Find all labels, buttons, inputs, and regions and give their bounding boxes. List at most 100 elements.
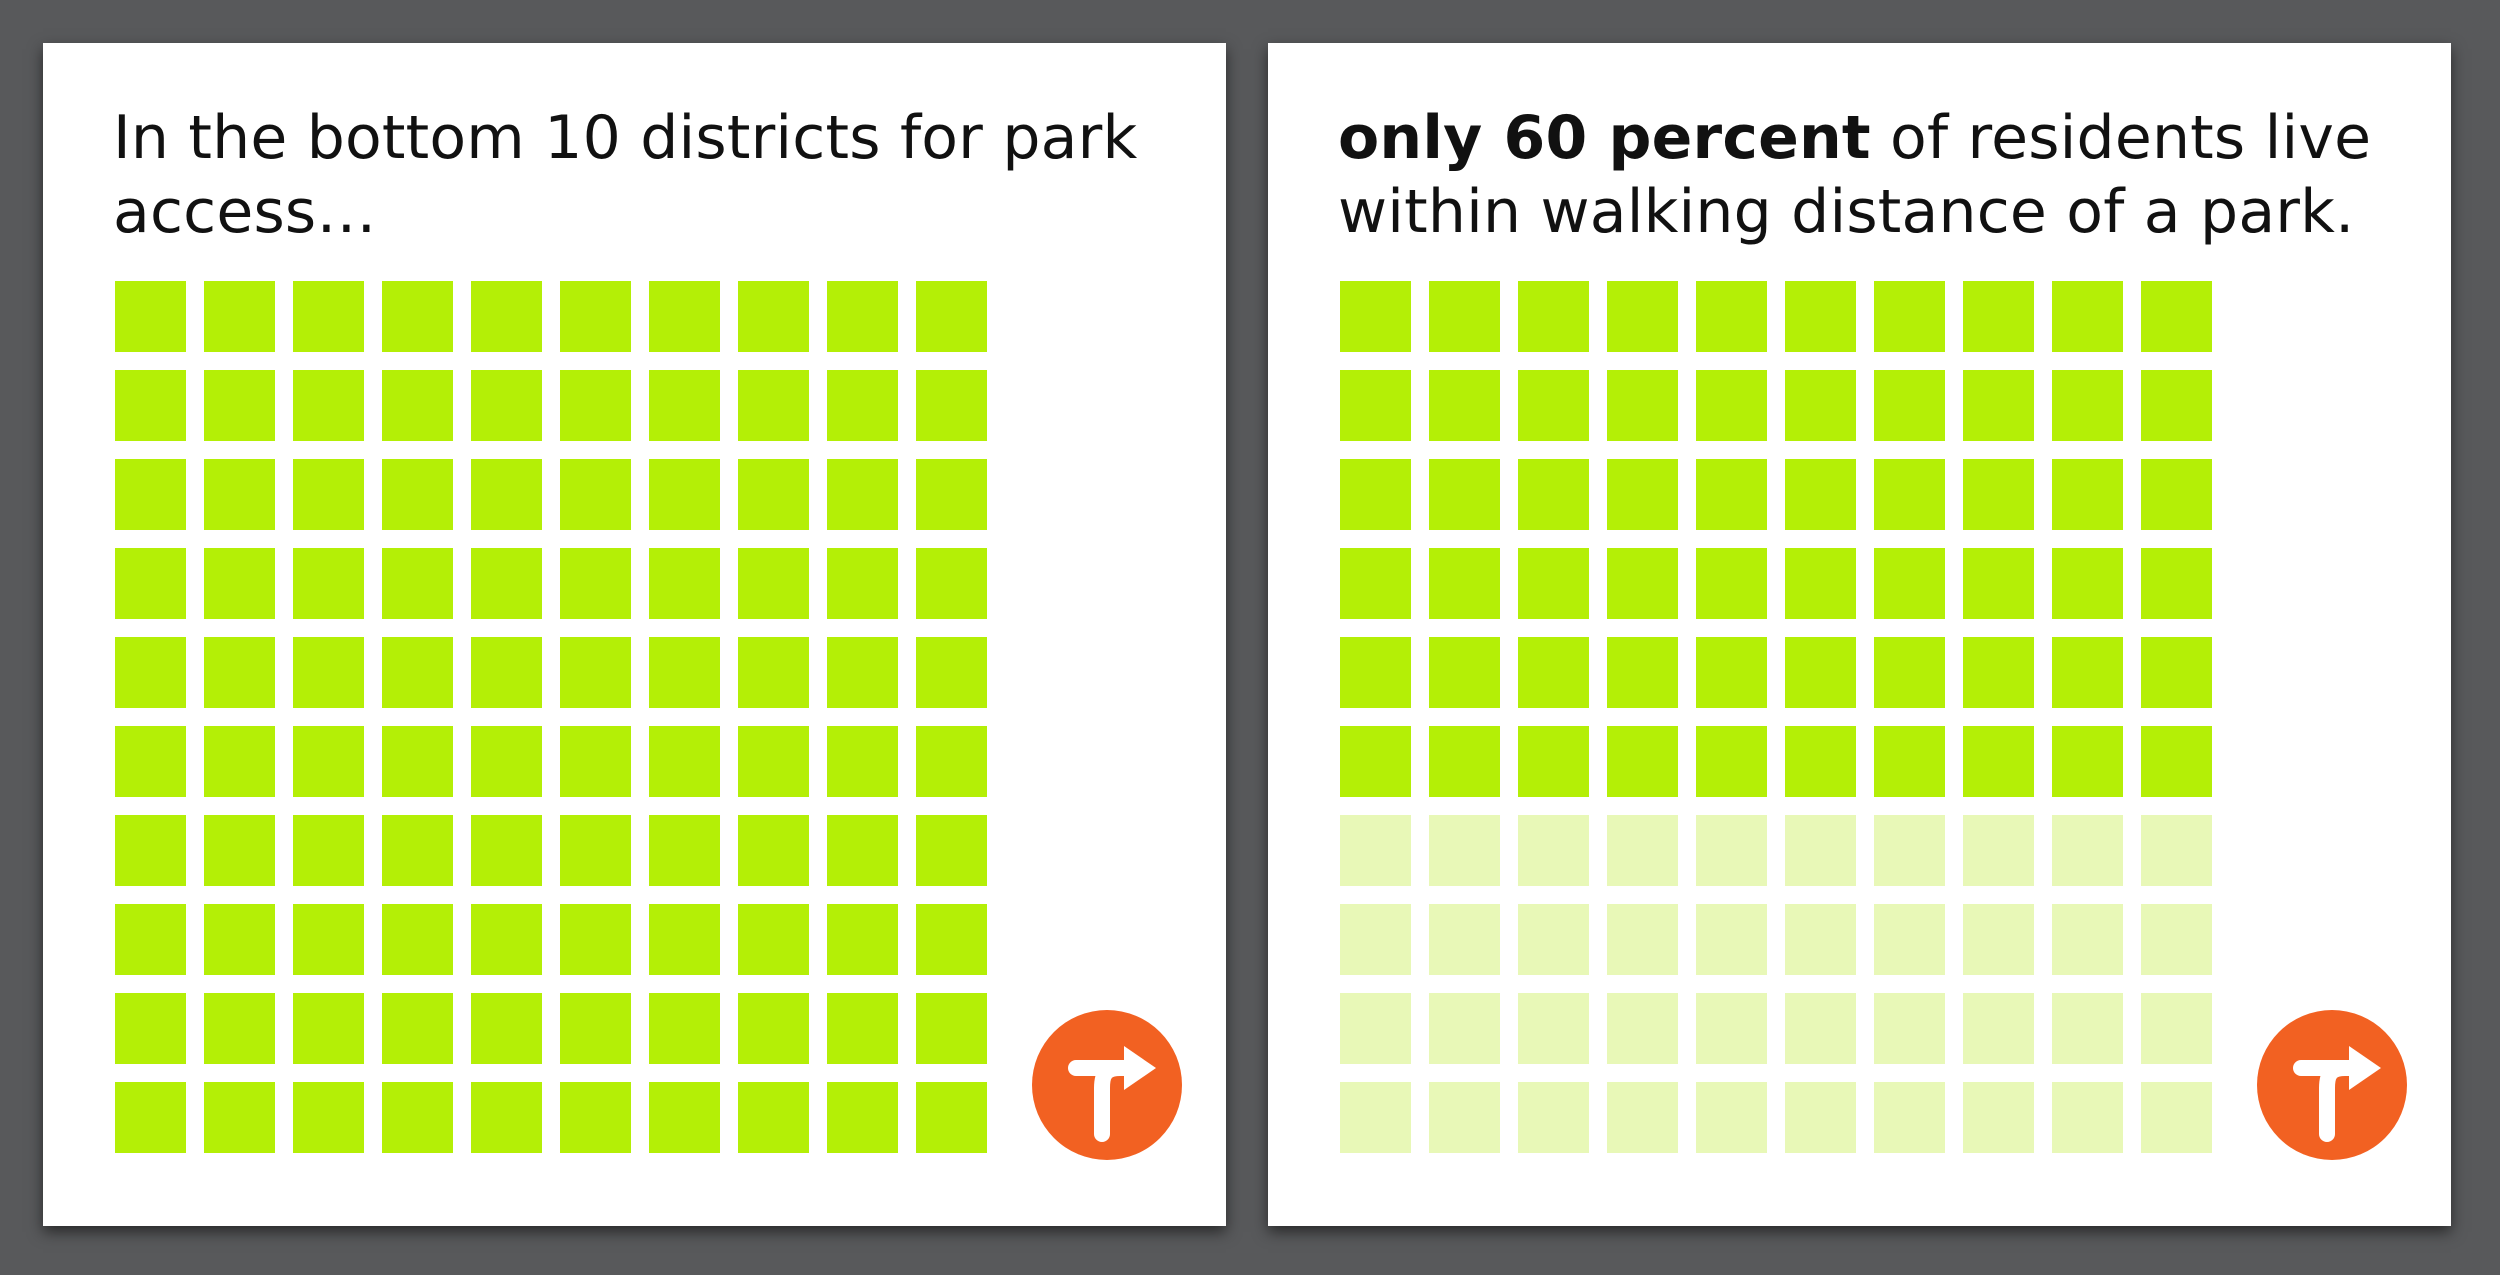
waffle-cell-filled [1874,637,1945,708]
waffle-cell-empty [1518,993,1589,1064]
waffle-cell-filled [738,726,809,797]
waffle-cell-empty [1785,1082,1856,1153]
waffle-cell-filled [471,281,542,352]
waffle-cell-filled [649,1082,720,1153]
waffle-cell-filled [204,1082,275,1153]
waffle-cell-filled [471,815,542,886]
waffle-cell-filled [1696,726,1767,797]
waffle-cell-filled [916,904,987,975]
waffle-cell-empty [1963,993,2034,1064]
waffle-cell-filled [471,1082,542,1153]
waffle-cell-filled [1429,548,1500,619]
waffle-cell-filled [115,281,186,352]
waffle-grid-total-residents [115,281,991,1157]
waffle-cell-filled [293,904,364,975]
waffle-cell-filled [1340,548,1411,619]
waffle-cell-filled [1340,726,1411,797]
panel-bottom-10-districts: In the bottom 10 districts for park acce… [43,43,1226,1226]
waffle-cell-empty [2052,904,2123,975]
waffle-cell-filled [115,815,186,886]
waffle-cell-empty [2141,815,2212,886]
caption-bold: only 60 percent [1338,103,1871,173]
waffle-cell-filled [738,459,809,530]
waffle-cell-filled [738,637,809,708]
waffle-cell-empty [1429,1082,1500,1153]
waffle-cell-filled [2141,370,2212,441]
waffle-cell-filled [382,1082,453,1153]
caption: only 60 percent of residents live within… [1338,101,2388,249]
waffle-cell-filled [827,459,898,530]
waffle-cell-filled [1518,370,1589,441]
waffle-cell-filled [382,459,453,530]
waffle-cell-filled [115,637,186,708]
waffle-cell-filled [1518,726,1589,797]
waffle-cell-filled [1874,548,1945,619]
waffle-cell-filled [827,904,898,975]
waffle-cell-filled [649,459,720,530]
waffle-cell-empty [1785,993,1856,1064]
waffle-cell-filled [115,993,186,1064]
waffle-cell-filled [916,726,987,797]
waffle-cell-filled [827,637,898,708]
waffle-cell-empty [1607,815,1678,886]
waffle-cell-filled [382,637,453,708]
waffle-cell-empty [1785,904,1856,975]
waffle-cell-filled [916,637,987,708]
waffle-cell-filled [827,993,898,1064]
waffle-cell-filled [1785,548,1856,619]
waffle-cell-filled [2141,548,2212,619]
waffle-cell-empty [1340,993,1411,1064]
waffle-cell-filled [1785,281,1856,352]
panel-sixty-percent: only 60 percent of residents live within… [1268,43,2451,1226]
waffle-cell-filled [471,548,542,619]
waffle-cell-filled [1429,637,1500,708]
waffle-cell-filled [1874,370,1945,441]
waffle-cell-filled [1429,459,1500,530]
waffle-cell-filled [1785,459,1856,530]
waffle-cell-filled [2141,637,2212,708]
waffle-cell-filled [1429,281,1500,352]
waffle-cell-filled [1340,281,1411,352]
waffle-cell-filled [1963,370,2034,441]
waffle-cell-filled [738,370,809,441]
caption: In the bottom 10 districts for park acce… [113,101,1163,249]
waffle-cell-filled [560,1082,631,1153]
waffle-cell-filled [2052,459,2123,530]
waffle-cell-filled [2052,281,2123,352]
waffle-cell-filled [827,548,898,619]
waffle-cell-filled [1518,459,1589,530]
waffle-cell-filled [1785,637,1856,708]
waffle-cell-filled [382,548,453,619]
waffle-cell-empty [2052,815,2123,886]
waffle-cell-filled [293,1082,364,1153]
waffle-cell-filled [1696,637,1767,708]
waffle-cell-filled [293,637,364,708]
waffle-cell-filled [382,993,453,1064]
waffle-cell-empty [2141,993,2212,1064]
waffle-cell-filled [560,370,631,441]
waffle-cell-empty [1874,1082,1945,1153]
waffle-cell-filled [1340,637,1411,708]
waffle-cell-filled [2052,637,2123,708]
waffle-cell-filled [2141,459,2212,530]
waffle-cell-empty [1518,815,1589,886]
waffle-cell-filled [2052,726,2123,797]
waffle-cell-filled [560,904,631,975]
waffle-cell-empty [1607,993,1678,1064]
waffle-cell-filled [738,815,809,886]
waffle-cell-filled [649,548,720,619]
waffle-cell-filled [1607,459,1678,530]
waffle-cell-empty [1874,904,1945,975]
waffle-cell-filled [115,1082,186,1153]
waffle-cell-filled [1963,459,2034,530]
waffle-cell-filled [1963,637,2034,708]
waffle-cell-empty [1607,1082,1678,1153]
waffle-cell-filled [738,281,809,352]
waffle-cell-filled [1963,726,2034,797]
waffle-cell-empty [1696,993,1767,1064]
waffle-cell-filled [916,370,987,441]
waffle-cell-filled [1607,370,1678,441]
waffle-cell-filled [649,815,720,886]
waffle-cell-filled [560,548,631,619]
waffle-cell-filled [738,904,809,975]
